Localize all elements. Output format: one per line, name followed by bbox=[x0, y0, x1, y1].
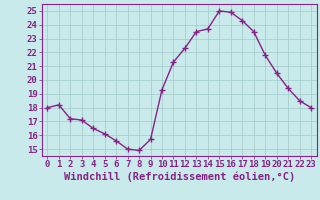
X-axis label: Windchill (Refroidissement éolien,°C): Windchill (Refroidissement éolien,°C) bbox=[64, 172, 295, 182]
